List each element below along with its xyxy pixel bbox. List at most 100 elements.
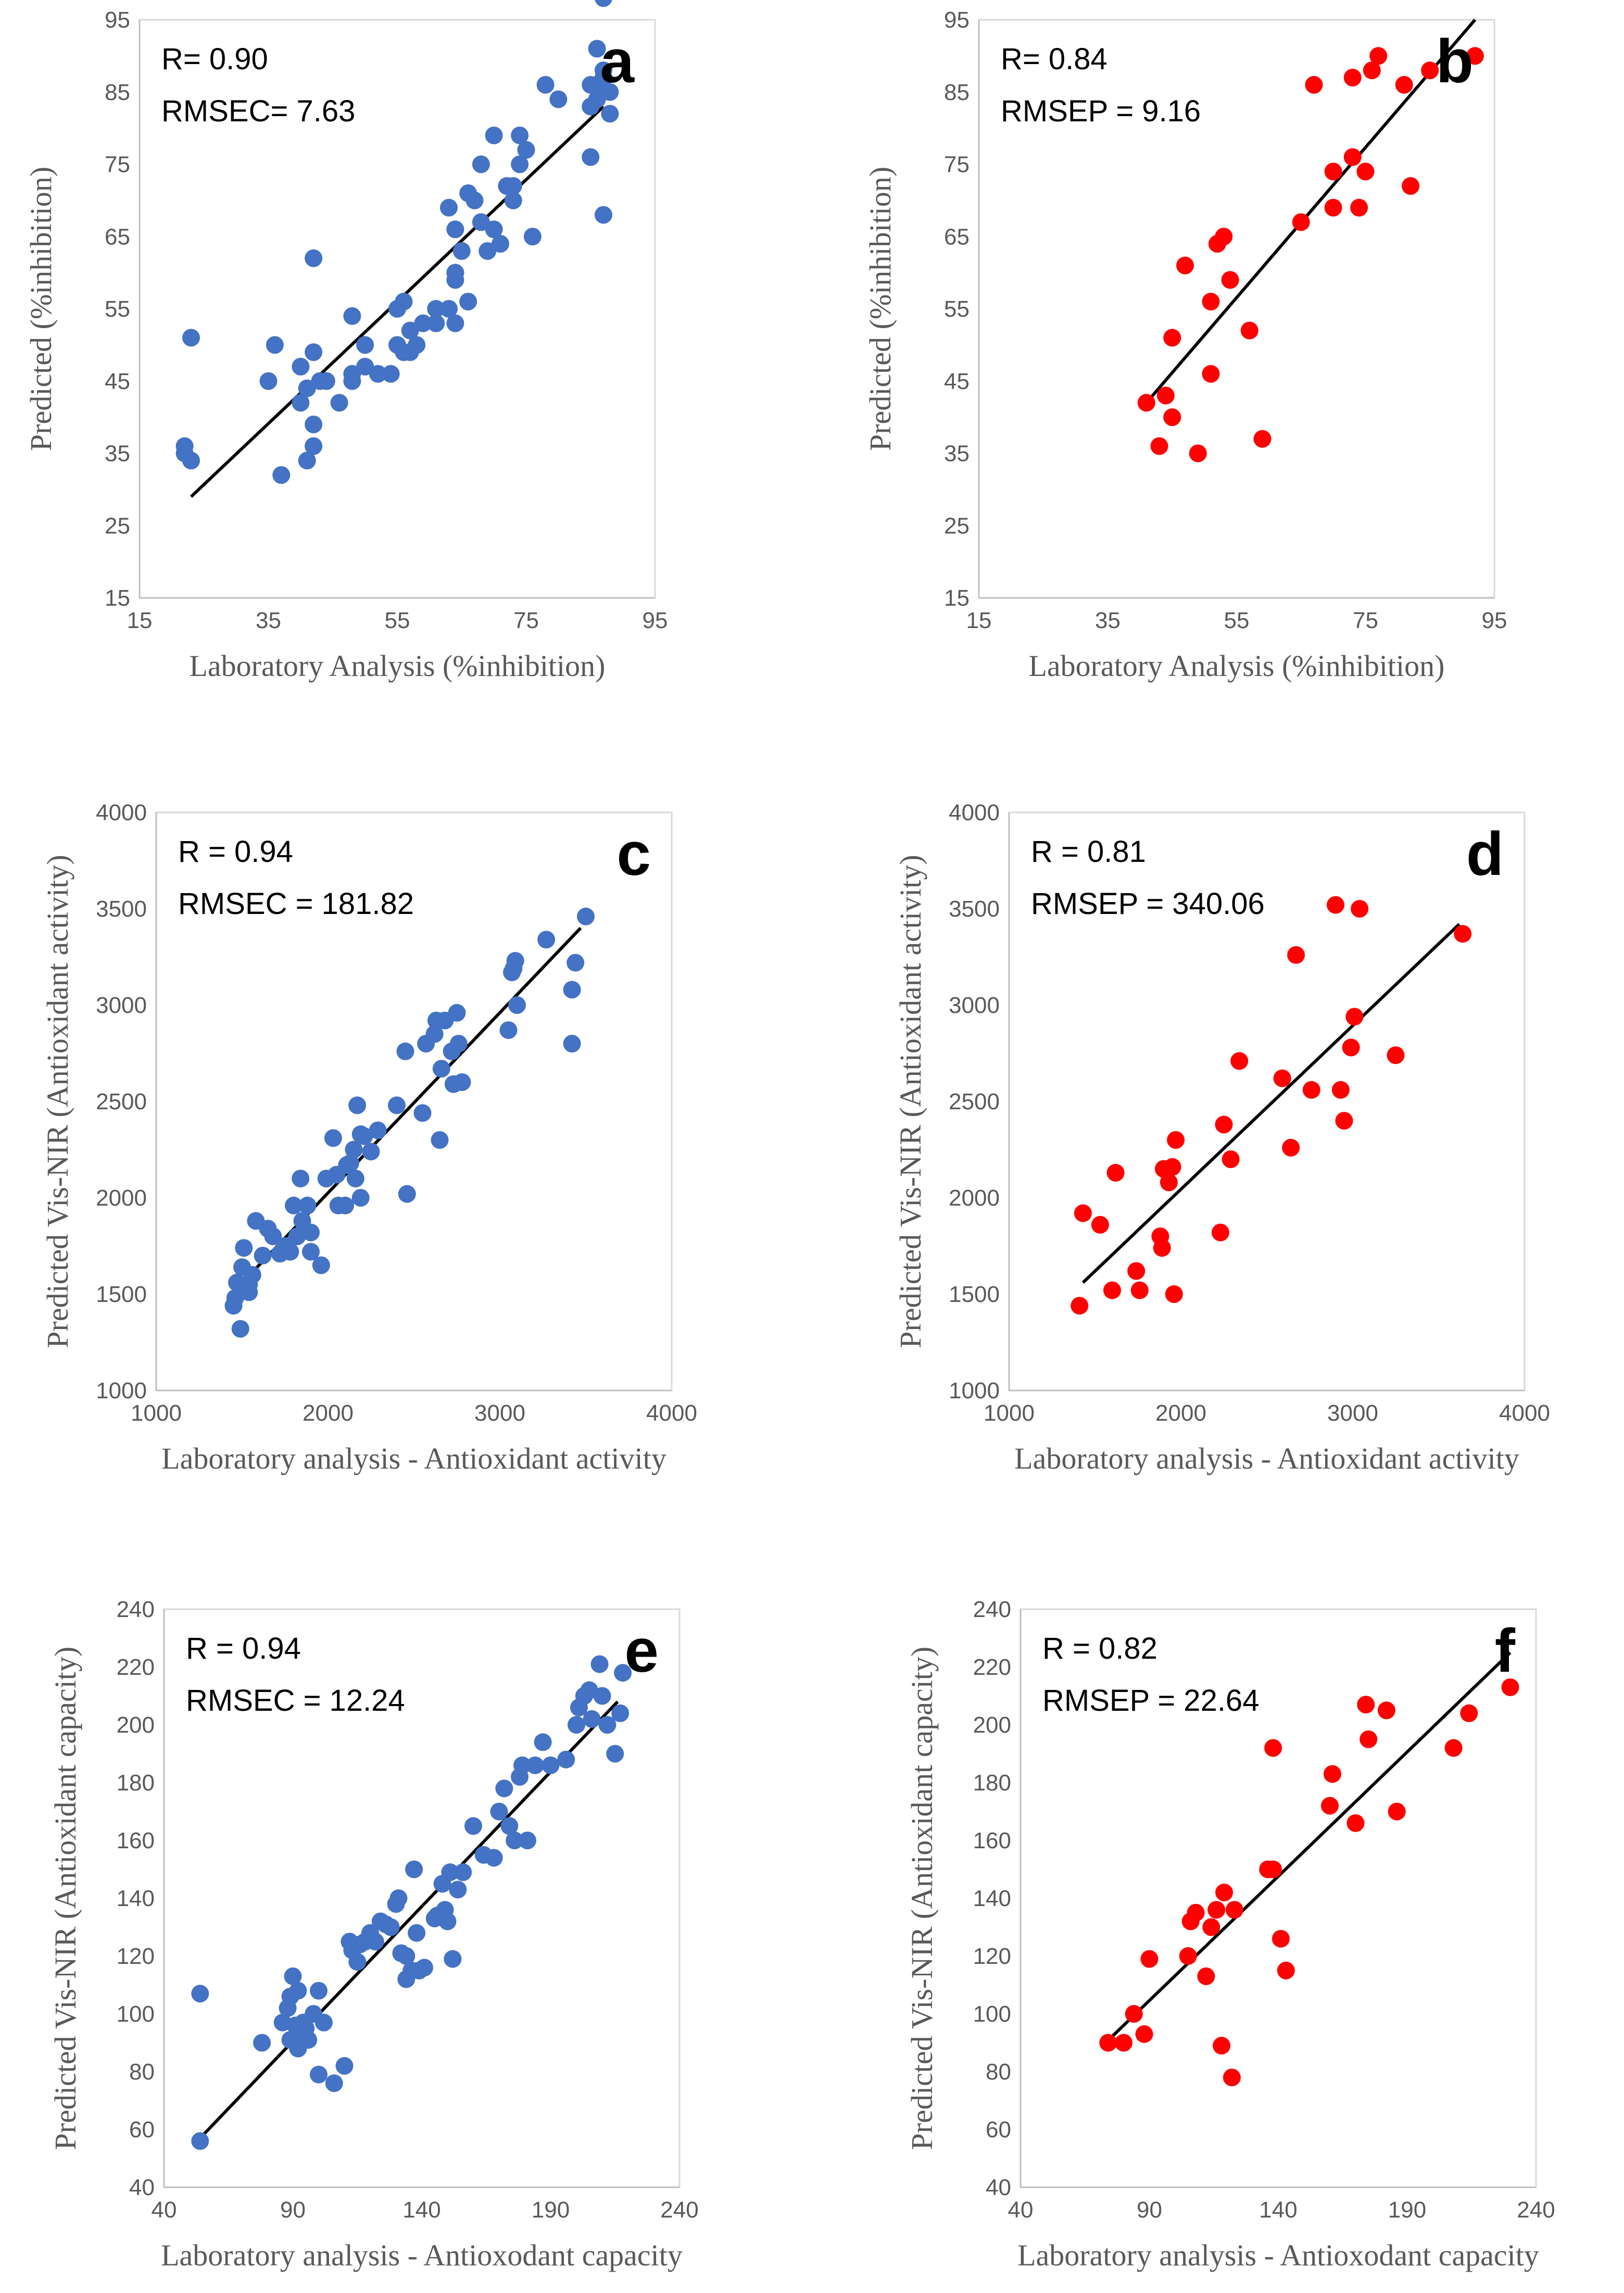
y-tick-label: 3000 — [96, 993, 147, 1018]
data-point — [459, 293, 477, 311]
y-tick-label: 120 — [117, 1944, 155, 1969]
y-tick-label: 3000 — [949, 993, 1000, 1018]
x-tick-label: 240 — [660, 2197, 698, 2223]
data-point — [1302, 1081, 1320, 1099]
y-tick-label: 80 — [986, 2059, 1011, 2085]
x-tick-label: 240 — [1517, 2197, 1555, 2223]
y-tick-label: 100 — [973, 2001, 1011, 2027]
correlation-label: R= 0.84 — [1001, 42, 1107, 76]
data-point — [1395, 76, 1413, 94]
data-point — [441, 1863, 459, 1882]
x-tick-label: 2000 — [1155, 1400, 1206, 1426]
data-point — [1215, 1116, 1233, 1134]
data-point — [453, 1073, 471, 1091]
data-point — [1388, 1802, 1406, 1821]
data-point — [395, 293, 413, 311]
y-tick-label: 2000 — [949, 1185, 1000, 1211]
data-point — [440, 300, 458, 318]
y-tick-label: 2500 — [949, 1089, 1000, 1114]
data-point — [366, 1933, 384, 1951]
data-point — [259, 372, 278, 390]
data-point — [191, 2132, 209, 2150]
y-tick-label: 3500 — [949, 896, 1000, 922]
data-point — [1357, 1696, 1375, 1714]
x-axis-title: Laboratory analysis - Antioxodant capaci… — [1017, 2238, 1539, 2272]
data-point — [485, 127, 503, 144]
data-point — [348, 1953, 367, 1971]
y-tick-label: 180 — [973, 1770, 1011, 1796]
y-tick-label: 4000 — [949, 800, 1000, 825]
data-point — [389, 1889, 408, 1907]
data-point — [1321, 1797, 1339, 1815]
data-point — [1282, 1138, 1300, 1157]
data-point — [431, 1131, 449, 1149]
data-point — [1135, 2025, 1153, 2043]
data-point — [235, 1239, 253, 1257]
data-point — [317, 372, 335, 390]
data-point — [1215, 1883, 1233, 1901]
data-point — [1202, 1918, 1220, 1936]
data-point — [1345, 1008, 1364, 1026]
data-point — [1225, 1901, 1243, 1919]
data-point — [1287, 946, 1305, 964]
y-tick-label: 65 — [105, 224, 130, 249]
rmse-label: RMSEP = 22.64 — [1042, 1684, 1259, 1718]
y-tick-label: 240 — [973, 1597, 1011, 1622]
data-point — [449, 1881, 467, 1899]
data-point — [511, 127, 529, 144]
data-point — [506, 1832, 524, 1849]
x-tick-label: 190 — [532, 2197, 570, 2223]
y-tick-label: 85 — [944, 80, 970, 105]
y-axis-title: Predicted (%inhibition) — [24, 167, 58, 451]
x-tick-label: 1000 — [131, 1400, 182, 1426]
data-point — [305, 437, 323, 455]
y-tick-label: 60 — [986, 2117, 1011, 2142]
data-point — [1125, 2005, 1143, 2023]
y-tick-label: 75 — [944, 152, 970, 178]
x-tick-label: 140 — [402, 2197, 440, 2223]
x-tick-label: 55 — [385, 608, 410, 633]
data-point — [526, 1756, 544, 1774]
data-point — [611, 1704, 630, 1722]
data-point — [292, 394, 310, 412]
correlation-label: R = 0.94 — [178, 835, 293, 869]
data-point — [289, 1982, 307, 2000]
data-point — [1106, 1163, 1125, 1182]
data-point — [504, 177, 522, 195]
data-point — [362, 1143, 380, 1161]
data-point — [401, 321, 419, 340]
data-point — [388, 1096, 406, 1114]
data-point — [351, 1189, 370, 1207]
x-tick-label: 75 — [1353, 608, 1378, 633]
data-point — [408, 336, 426, 354]
data-point — [1140, 1950, 1159, 1968]
data-point — [432, 1060, 450, 1078]
panel-letter: b — [1436, 27, 1474, 96]
data-point — [310, 2065, 328, 2084]
data-point — [1222, 1150, 1240, 1168]
data-point — [284, 1967, 302, 1985]
data-point — [523, 228, 542, 246]
data-point — [292, 1170, 310, 1187]
x-tick-label: 3000 — [1327, 1400, 1378, 1426]
y-tick-label: 60 — [129, 2117, 155, 2142]
y-tick-label: 1500 — [949, 1282, 1000, 1307]
y-tick-label: 55 — [105, 296, 130, 322]
data-point — [500, 1817, 519, 1835]
panel-letter: e — [624, 1617, 659, 1685]
data-point — [595, 206, 612, 224]
data-point — [1130, 1281, 1149, 1299]
rmse-label: RMSEC = 12.24 — [186, 1684, 405, 1718]
data-point — [577, 907, 595, 925]
data-point — [414, 314, 432, 332]
data-point — [330, 394, 348, 412]
data-point — [537, 931, 556, 949]
x-tick-label: 35 — [256, 608, 281, 633]
data-point — [1230, 1052, 1249, 1070]
x-tick-label: 1000 — [984, 1400, 1035, 1426]
correlation-label: R = 0.81 — [1031, 835, 1146, 869]
data-point — [310, 1982, 328, 2000]
data-point — [449, 1035, 468, 1052]
data-point — [397, 1947, 416, 1965]
